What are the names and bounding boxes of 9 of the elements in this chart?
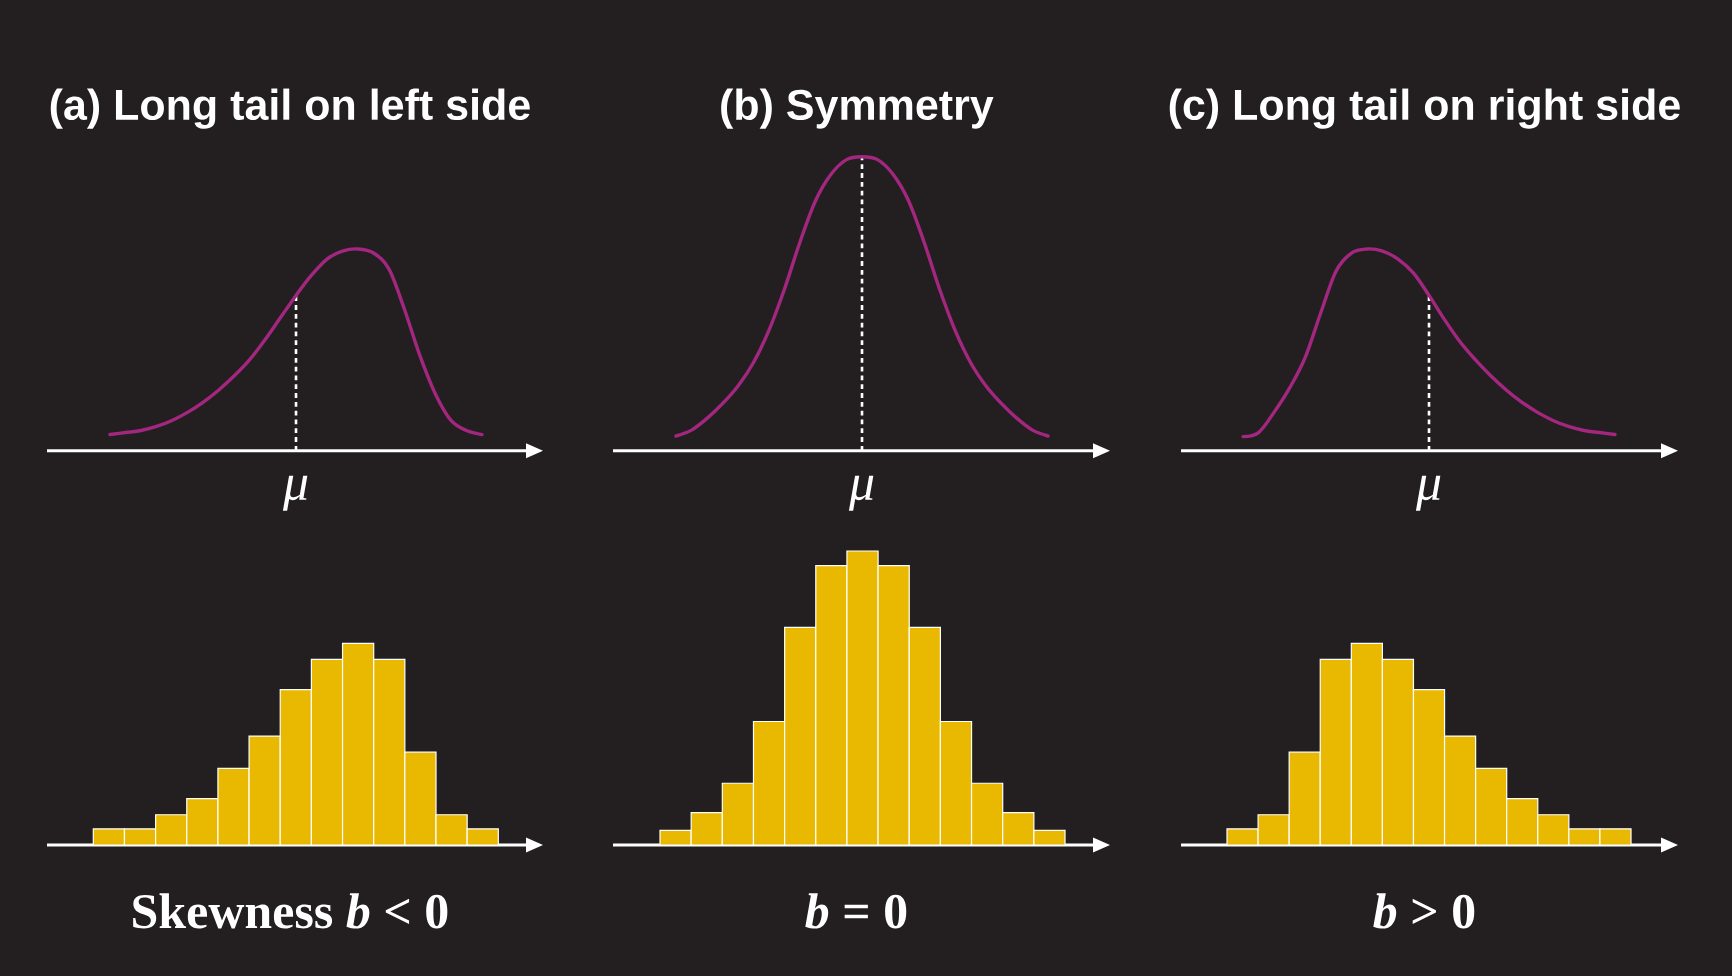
x-axis-title: b > 0: [1373, 893, 1475, 929]
chart-title: (b) Symmetry: [721, 88, 994, 129]
text: μ: [1415, 475, 1441, 511]
x-axis-title: Skewness b < 0: [133, 893, 448, 929]
chart-title: (c) Long tail on right side: [1169, 88, 1680, 129]
text: μ: [848, 475, 874, 511]
x-axis-title: b = 0: [805, 893, 907, 929]
text: μ: [282, 475, 308, 511]
chart-title: (a) Long tail on left side: [50, 88, 530, 129]
